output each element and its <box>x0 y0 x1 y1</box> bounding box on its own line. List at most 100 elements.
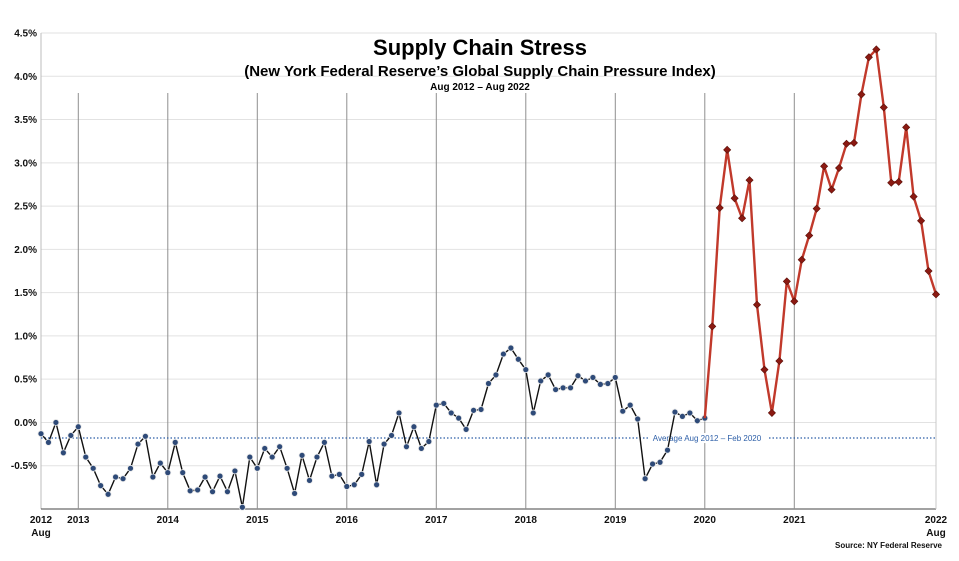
data-point <box>664 446 671 454</box>
data-point <box>179 469 187 477</box>
data-point <box>45 438 52 446</box>
data-point <box>715 203 724 212</box>
y-tick-label: 1.5% <box>14 288 37 299</box>
data-point <box>626 401 634 409</box>
data-point <box>752 300 762 309</box>
source-note: Source: NY Federal Reserve <box>835 541 943 550</box>
data-point <box>52 419 60 426</box>
data-point <box>455 414 463 422</box>
data-point <box>507 344 515 352</box>
data-point <box>425 438 433 445</box>
data-point <box>410 423 418 431</box>
data-point <box>283 464 291 472</box>
x-tick-label: 2018 <box>515 515 538 526</box>
y-tick-label: 2.5% <box>14 202 37 213</box>
average-line-group: Average Aug 2012 – Feb 2020 <box>41 433 936 444</box>
data-point <box>395 409 403 417</box>
data-point <box>417 445 425 452</box>
data-point <box>857 90 866 99</box>
data-point <box>805 231 814 240</box>
x-tick-sublabel: Aug <box>31 528 50 539</box>
data-point <box>164 469 172 477</box>
data-point <box>291 490 298 497</box>
axis-labels: -0.5% 0.0% 0.5% 1.0% 1.5% 2.0% 2.5% 3.0% 3.5% 4.0… <box>11 29 948 540</box>
data-point <box>634 415 642 423</box>
data-point <box>537 377 545 385</box>
data-point <box>745 176 754 185</box>
average-label: Average Aug 2012 – Feb 2020 <box>653 434 762 443</box>
data-point <box>902 123 911 132</box>
data-point <box>552 386 560 393</box>
x-tick-label: 2013 <box>67 515 90 526</box>
data-point <box>82 453 90 461</box>
data-point <box>238 503 246 511</box>
data-point <box>321 438 328 446</box>
data-point <box>820 162 829 171</box>
x-tick-label: 2021 <box>783 515 806 526</box>
chart-title: Supply Chain Stress <box>373 35 587 60</box>
data-point <box>216 472 224 480</box>
data-point <box>730 194 739 203</box>
data-point <box>358 470 366 478</box>
data-point <box>89 464 97 472</box>
data-point <box>894 177 903 186</box>
x-tick-label: 2017 <box>425 515 448 526</box>
series-group <box>37 45 941 511</box>
data-point <box>879 103 888 112</box>
y-tick-label: 2.0% <box>14 245 37 256</box>
data-point <box>864 53 873 62</box>
x-tick-label: 2022 <box>925 515 948 526</box>
data-point <box>350 481 358 489</box>
data-point <box>156 459 164 467</box>
data-point <box>693 417 701 425</box>
data-point <box>261 445 269 452</box>
y-tick-label: 0.5% <box>14 375 37 386</box>
data-point <box>462 425 470 433</box>
y-tick-label: -0.5% <box>11 461 37 472</box>
data-point <box>686 409 694 417</box>
data-point <box>194 486 202 494</box>
data-point <box>67 432 75 439</box>
x-tick-label: 2014 <box>157 515 180 526</box>
data-point <box>931 290 941 299</box>
data-point <box>149 473 157 481</box>
y-tick-label: 3.0% <box>14 158 37 169</box>
data-point <box>611 374 619 381</box>
data-point <box>97 482 105 490</box>
data-point <box>723 145 732 154</box>
data-point <box>492 371 500 379</box>
y-tick-label: 4.5% <box>14 29 37 40</box>
data-point <box>567 384 574 392</box>
data-point <box>812 204 821 213</box>
data-point <box>872 45 881 54</box>
data-point <box>827 185 836 194</box>
y-tick-label: 0.0% <box>14 418 37 429</box>
data-point <box>797 255 806 264</box>
data-point <box>522 366 530 374</box>
x-tick-label: 2015 <box>246 515 269 526</box>
data-point <box>917 216 926 225</box>
data-point <box>909 192 918 201</box>
data-point <box>186 487 194 495</box>
data-point <box>760 365 769 374</box>
data-point <box>343 483 351 490</box>
data-point <box>112 473 119 481</box>
data-point <box>201 473 209 481</box>
data-point <box>477 406 485 413</box>
data-point <box>306 477 313 484</box>
y-tick-label: 3.5% <box>14 115 37 126</box>
data-point <box>641 475 649 483</box>
data-point <box>224 488 231 496</box>
data-point <box>104 490 112 498</box>
data-point <box>142 432 149 440</box>
x-tick-label: 2020 <box>694 515 717 526</box>
data-point <box>485 380 492 387</box>
data-point <box>835 163 844 173</box>
data-point <box>447 409 455 417</box>
data-point <box>246 453 254 461</box>
data-point <box>298 451 306 459</box>
data-point <box>37 430 45 438</box>
data-point <box>708 322 717 331</box>
